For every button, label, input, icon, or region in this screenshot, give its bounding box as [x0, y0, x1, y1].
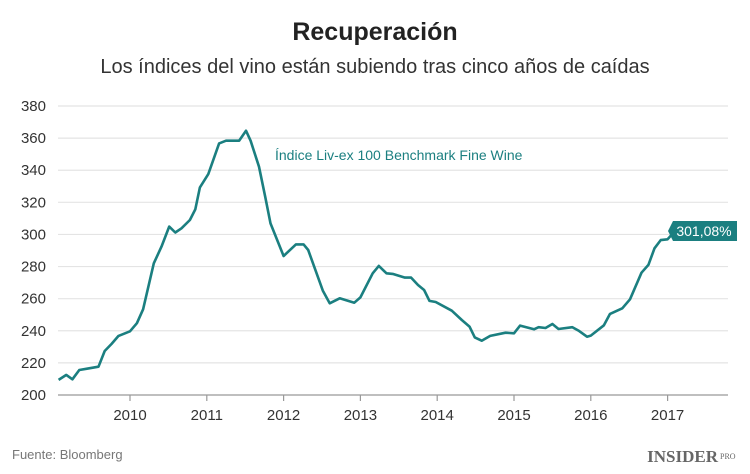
y-tick-label: 380: [21, 98, 46, 115]
data-points: [58, 130, 673, 380]
insider-pro-logo: INSIDER PRO: [647, 447, 736, 466]
y-tick-label: 240: [21, 323, 46, 340]
x-axis: 2010 2011 2012 2013 2014 2015 2016 2017: [58, 394, 728, 424]
y-tick-label: 320: [21, 194, 46, 211]
x-tick-label: 2010: [113, 407, 146, 424]
last-value-badge: 301,08%: [668, 221, 737, 241]
y-tick-label: 200: [21, 387, 46, 404]
series-label: Índice Liv-ex 100 Benchmark Fine Wine: [275, 147, 523, 163]
x-tick-label: 2013: [344, 407, 377, 424]
y-axis: 200 220 240 260 280 300 320 340 360 380: [21, 98, 46, 404]
badge-background: [668, 221, 737, 241]
x-tick-label: 2017: [651, 407, 684, 424]
y-tick-label: 360: [21, 130, 46, 147]
logo-pro-text: PRO: [720, 452, 736, 461]
y-tick-label: 340: [21, 162, 46, 179]
source-note: Fuente: Bloomberg: [12, 447, 123, 462]
last-value-label: 301,08%: [676, 223, 731, 239]
logo-text: INSIDER: [647, 447, 719, 466]
chart-subtitle: Los índices del vino están subiendo tras…: [100, 56, 649, 78]
series-line: [57, 129, 674, 381]
x-tick-label: 2015: [497, 407, 530, 424]
y-tick-label: 280: [21, 259, 46, 276]
chart-title: Recuperación: [292, 18, 457, 46]
x-tick-label: 2011: [191, 407, 223, 424]
y-tick-label: 300: [21, 226, 46, 243]
gridlines: [58, 105, 728, 364]
y-tick-label: 260: [21, 291, 46, 308]
y-tick-label: 220: [21, 355, 46, 372]
x-tick-label: 2016: [574, 407, 607, 424]
x-tick-label: 2012: [267, 407, 300, 424]
x-tick-label: 2014: [421, 407, 454, 424]
